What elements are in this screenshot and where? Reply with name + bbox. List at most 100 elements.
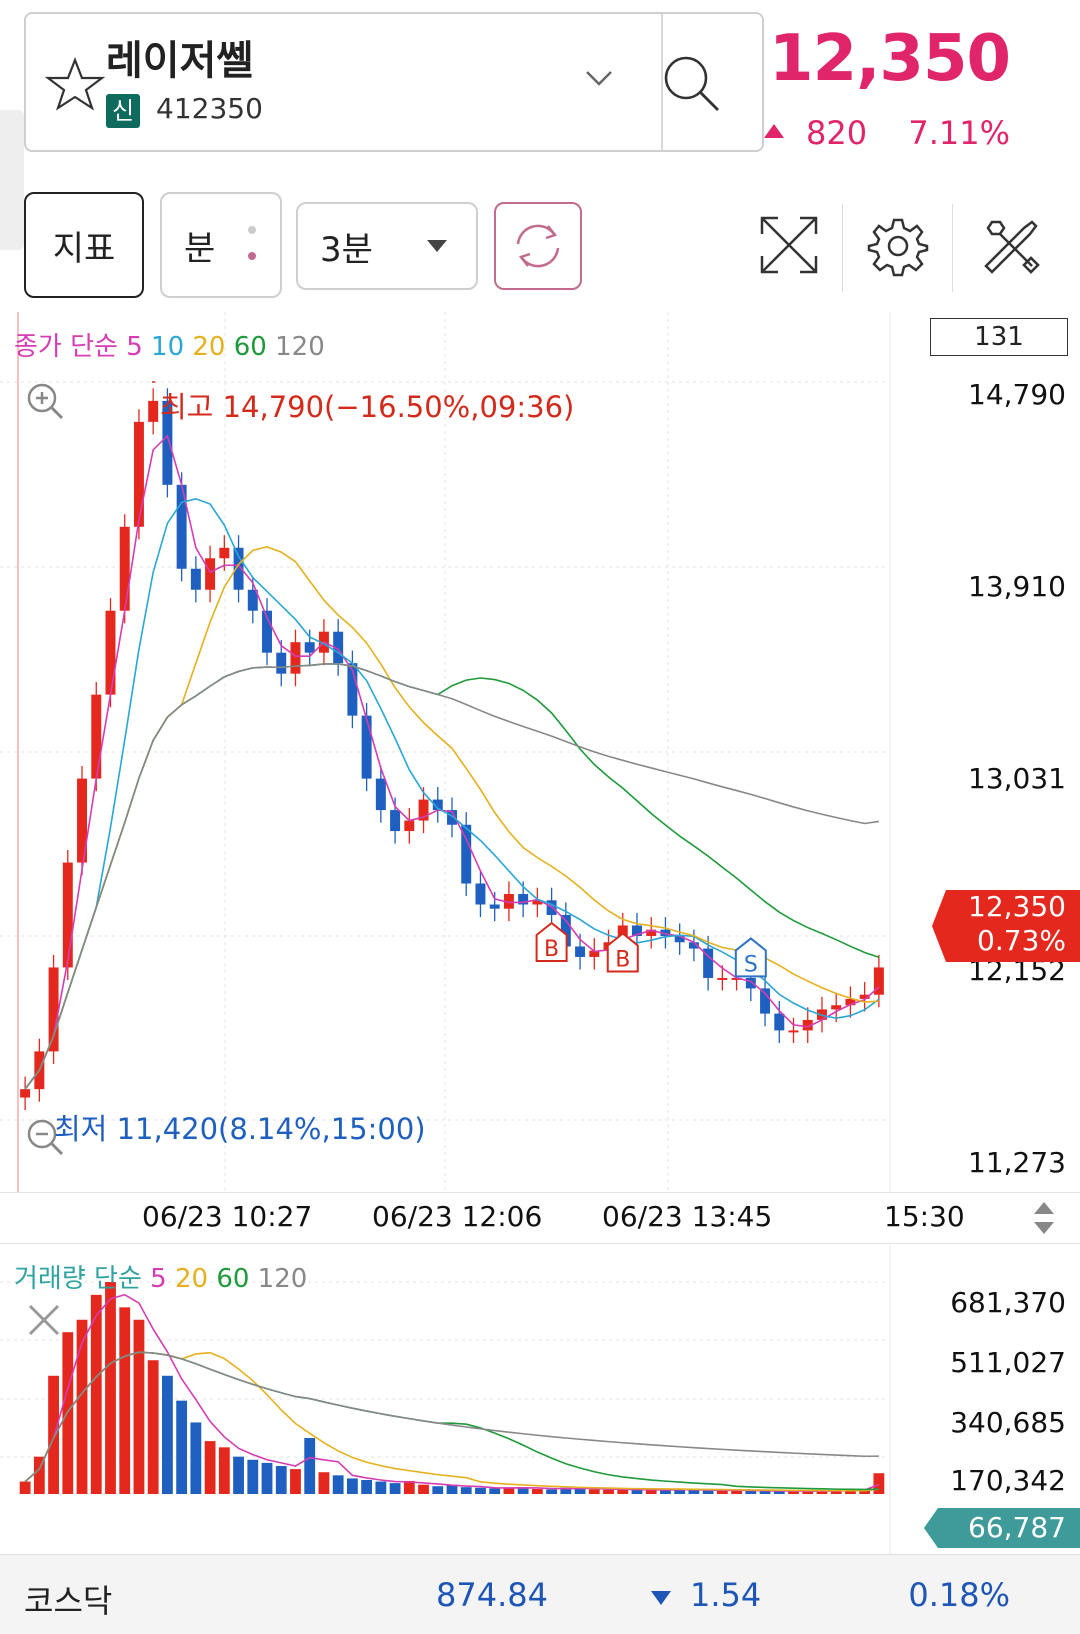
candle-body xyxy=(788,1030,799,1033)
candle-body xyxy=(361,715,372,779)
candle-body xyxy=(674,935,685,943)
indicator-label: 지표 xyxy=(52,228,116,269)
volume-legend: 거래량 단순 5 20 60 120 xyxy=(14,1258,307,1295)
gear-icon[interactable] xyxy=(866,214,930,278)
volume-bar xyxy=(816,1490,828,1494)
stock-name: 레이저쎌 xyxy=(106,38,254,84)
candle-body xyxy=(219,547,230,559)
volume-bar xyxy=(361,1479,373,1494)
vol-legend-prefix: 거래량 단순 xyxy=(14,1264,142,1294)
scroll-arrows-icon[interactable] xyxy=(1030,1198,1058,1238)
index-bar[interactable] xyxy=(0,1554,1080,1634)
zoom-in-icon[interactable] xyxy=(22,378,68,424)
candle-body xyxy=(873,967,884,995)
legend-prefix: 종가 단순 xyxy=(14,332,118,362)
vol-legend-ma5: 5 xyxy=(150,1264,167,1294)
candle-body xyxy=(133,421,144,527)
time-label: 15:30 xyxy=(884,1200,965,1233)
volume-bar xyxy=(531,1489,543,1494)
candle-body xyxy=(447,810,457,825)
ma60-line xyxy=(24,663,880,1090)
candle-body xyxy=(418,799,429,821)
candle-body xyxy=(760,988,771,1014)
volume-bar xyxy=(418,1484,429,1494)
stock-selector[interactable] xyxy=(24,12,764,152)
candle-body xyxy=(859,994,870,999)
side-handle[interactable] xyxy=(0,110,24,250)
tools-icon[interactable] xyxy=(978,214,1042,278)
vol-y-tick: 170,342 xyxy=(950,1464,1066,1497)
candle-body xyxy=(247,589,258,611)
volume-bar xyxy=(218,1447,230,1494)
volume-bar xyxy=(660,1489,671,1494)
volume-bar xyxy=(716,1490,728,1494)
y-tick: 13,910 xyxy=(968,570,1066,603)
candle-body xyxy=(119,526,130,611)
unit-button[interactable]: 분 xyxy=(160,192,282,298)
y-tick: 11,273 xyxy=(968,1146,1066,1179)
vol-legend-ma60: 60 xyxy=(216,1264,250,1294)
candle-body xyxy=(62,862,73,968)
signal-marker xyxy=(535,921,568,962)
search-icon[interactable] xyxy=(660,52,726,118)
close-icon[interactable] xyxy=(24,1300,64,1340)
volume-bar xyxy=(162,1375,173,1494)
volume-bar xyxy=(403,1480,415,1494)
index-pct: 0.18% xyxy=(908,1576,1010,1614)
refresh-button[interactable] xyxy=(494,202,582,290)
candle-body xyxy=(532,900,543,905)
interval-label: 3분 xyxy=(320,229,373,270)
star-icon[interactable] xyxy=(44,56,106,112)
candle-body xyxy=(688,942,699,949)
vol-y-tick: 511,027 xyxy=(950,1346,1066,1379)
volume-chart[interactable] xyxy=(0,1244,1080,1554)
volume-bar xyxy=(318,1472,330,1494)
candle-body xyxy=(148,400,159,422)
value-box: 131 xyxy=(930,318,1068,356)
candle-body xyxy=(77,778,88,863)
volume-bar xyxy=(560,1487,572,1494)
candle-body xyxy=(831,1005,842,1010)
volume-bar xyxy=(290,1469,301,1494)
candle-body xyxy=(845,998,856,1006)
volume-bar xyxy=(76,1319,88,1494)
index-value: 874.84 xyxy=(436,1576,548,1614)
ma5-line xyxy=(24,434,880,1090)
volume-bar xyxy=(489,1488,501,1494)
signal-marker xyxy=(606,932,639,973)
volume-bar xyxy=(119,1307,131,1494)
candle-body xyxy=(290,642,301,674)
volume-bar xyxy=(133,1319,145,1494)
volume-bar xyxy=(588,1489,600,1494)
candle-body xyxy=(589,950,600,957)
volume-bar xyxy=(802,1491,814,1494)
signal-label: B xyxy=(615,947,630,972)
y-tick: 13,031 xyxy=(968,762,1066,795)
candle-body xyxy=(632,925,642,936)
volume-bar xyxy=(574,1488,586,1494)
chevron-down-icon[interactable] xyxy=(584,68,614,88)
market-badge: 신 xyxy=(106,94,140,128)
volume-bar xyxy=(19,1481,31,1494)
volume-bar xyxy=(33,1456,45,1494)
candle-body xyxy=(105,610,116,695)
expand-icon[interactable] xyxy=(756,212,822,278)
volume-bar xyxy=(460,1487,472,1494)
volume-bar xyxy=(105,1282,116,1494)
volume-bar xyxy=(731,1490,742,1494)
current-tag-pct: 0.73% xyxy=(977,924,1066,957)
legend-ma20: 20 xyxy=(192,332,226,362)
indicator-button[interactable]: 지표 xyxy=(24,192,144,298)
legend-ma60: 60 xyxy=(233,332,267,362)
stock-code: 412350 xyxy=(156,92,263,125)
zoom-out-icon[interactable] xyxy=(22,1114,68,1160)
volume-bar xyxy=(674,1489,686,1494)
candle-body xyxy=(91,694,102,779)
interval-select[interactable]: 3분 xyxy=(296,202,478,290)
volume-bar xyxy=(517,1487,529,1494)
volume-bar xyxy=(603,1489,614,1494)
price-change: 820 xyxy=(806,114,868,152)
volume-bar xyxy=(830,1490,842,1494)
